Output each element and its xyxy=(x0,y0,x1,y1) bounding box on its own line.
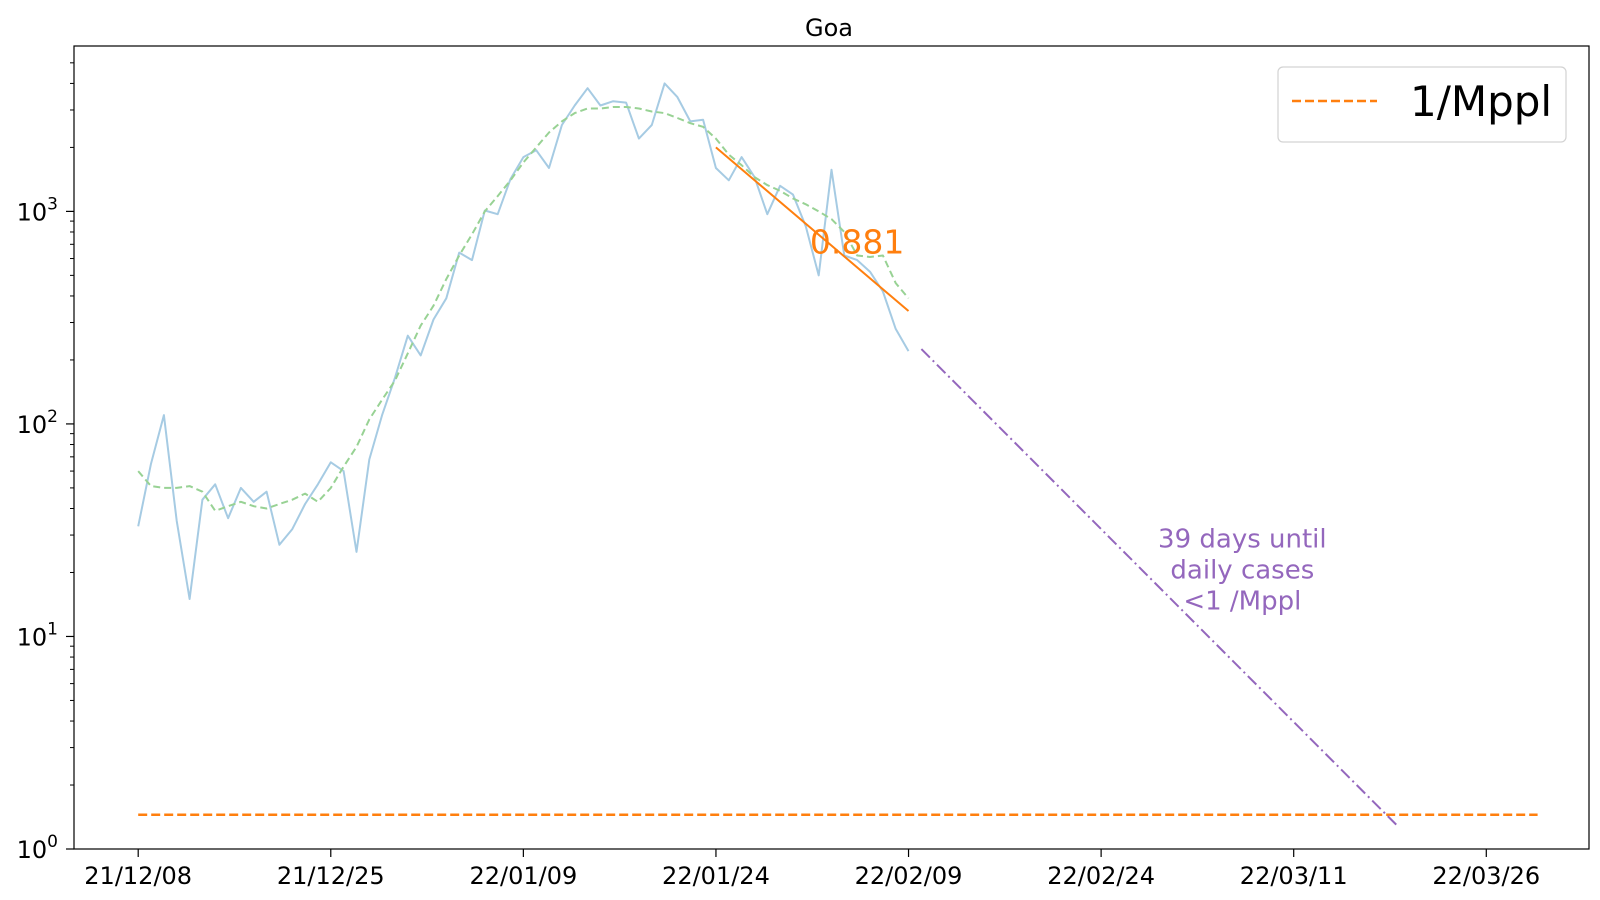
series-line-5 xyxy=(920,348,1398,826)
chart-title: Goa xyxy=(805,14,853,42)
projection-annotation-line: <1 /Mppl xyxy=(1183,586,1301,616)
x-tick-label: 21/12/08 xyxy=(84,862,192,890)
legend-box xyxy=(1277,66,1567,143)
y-axis: 100 101 102 103 xyxy=(17,62,74,864)
x-tick-label: 22/03/26 xyxy=(1432,862,1540,890)
x-tick-label: 22/02/09 xyxy=(855,862,963,890)
y-tick-label: 102 xyxy=(17,407,58,439)
plot-content xyxy=(137,82,1538,826)
projection-annotation-line: daily cases xyxy=(1170,555,1314,585)
plot-frame xyxy=(73,45,1590,850)
slope-annotation: 0.881 xyxy=(810,223,904,262)
y-tick-label: 103 xyxy=(17,194,58,226)
x-tick-label: 22/01/24 xyxy=(662,862,770,890)
y-tick-label: 100 xyxy=(17,832,58,864)
x-tick-label: 22/03/11 xyxy=(1240,862,1348,890)
projection-annotation-line: 39 days until xyxy=(1158,524,1327,554)
series-line-1 xyxy=(137,82,910,600)
x-tick-label: 21/12/25 xyxy=(277,862,385,890)
legend-label-1mppl: 1/Mppl xyxy=(1410,77,1552,126)
y-tick-label: 101 xyxy=(17,619,58,651)
x-axis: 21/12/08 21/12/25 22/01/09 22/01/24 22/02/09… xyxy=(84,849,1540,890)
series-line-2 xyxy=(137,106,910,512)
legend: 1/Mppl xyxy=(1277,66,1567,143)
x-tick-label: 22/01/09 xyxy=(469,862,577,890)
x-tick-label: 22/02/24 xyxy=(1047,862,1155,890)
series-line-3 xyxy=(715,146,910,312)
